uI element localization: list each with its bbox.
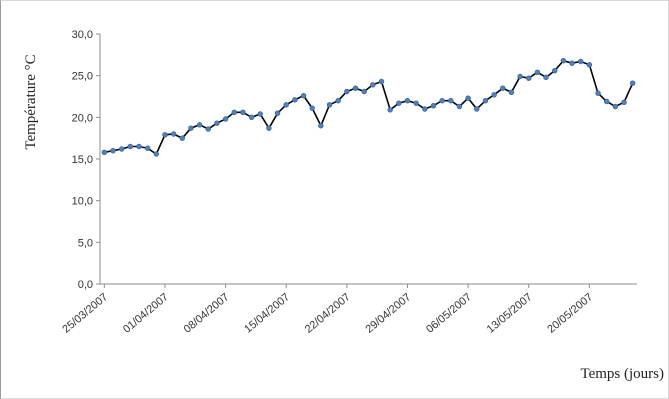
- data-point: [621, 99, 627, 106]
- data-point: [413, 100, 419, 106]
- y-tick-label: 20,0: [72, 112, 93, 124]
- data-point: [560, 57, 567, 64]
- data-point: [456, 103, 463, 110]
- x-tick-label: 29/04/2007: [364, 291, 414, 336]
- data-point: [179, 135, 185, 141]
- data-point: [569, 60, 575, 66]
- y-tick-label: 30,0: [72, 29, 93, 41]
- data-point: [465, 95, 471, 101]
- x-axis-label: Temps (jours): [580, 366, 664, 382]
- y-tick-label: 10,0: [72, 196, 93, 208]
- data-point: [387, 107, 393, 113]
- data-point: [335, 97, 341, 104]
- data-point: [240, 109, 246, 116]
- data-point: [508, 89, 515, 96]
- y-tick-label: 0,0: [78, 279, 93, 291]
- data-point: [214, 120, 220, 126]
- data-point: [612, 103, 619, 110]
- data-point: [552, 67, 558, 74]
- x-tick-label: 22/04/2007: [303, 291, 353, 336]
- data-point: [222, 116, 229, 122]
- data-point: [517, 73, 523, 80]
- data-point: [136, 143, 142, 150]
- data-point: [292, 97, 298, 103]
- data-point: [439, 97, 445, 104]
- data-point: [110, 147, 116, 154]
- data-point: [283, 102, 289, 108]
- data-point: [318, 122, 324, 129]
- data-point: [266, 125, 272, 131]
- data-point: [162, 132, 168, 138]
- x-tick-label: 20/05/2007: [545, 291, 595, 336]
- data-point: [300, 92, 307, 99]
- data-point: [378, 78, 385, 85]
- data-point: [586, 62, 593, 68]
- series-layer: [101, 57, 636, 157]
- data-point: [309, 105, 315, 111]
- data-point: [257, 111, 263, 117]
- x-tick-label: 08/04/2007: [182, 291, 232, 336]
- y-axis-label: Température °C: [23, 54, 39, 149]
- data-point: [144, 145, 151, 151]
- x-tick-label: 25/03/2007: [60, 291, 110, 336]
- data-point: [248, 114, 255, 121]
- x-tick-label: 13/05/2007: [485, 291, 535, 336]
- tick-labels: 0,0 5,0 10,0 15,0 20,0 25,0 30,0 25/03/2007 01/0…: [60, 29, 595, 336]
- data-point: [188, 125, 194, 131]
- data-point: [153, 151, 159, 157]
- x-tick-label: 06/05/2007: [424, 291, 474, 336]
- data-point: [578, 58, 584, 65]
- data-point: [534, 69, 541, 76]
- data-point: [231, 109, 237, 116]
- data-point: [474, 106, 480, 112]
- data-point: [543, 74, 549, 81]
- data-point: [118, 146, 125, 152]
- data-point: [274, 110, 281, 116]
- y-tick-label: 5,0: [78, 237, 93, 249]
- data-point: [404, 97, 411, 104]
- data-point: [595, 90, 601, 96]
- y-tick-label: 25,0: [72, 71, 93, 83]
- data-point: [491, 92, 497, 98]
- data-point: [526, 75, 532, 81]
- data-point: [344, 88, 350, 95]
- data-point: [422, 106, 428, 112]
- data-point: [326, 102, 333, 108]
- data-point: [352, 85, 359, 91]
- data-point: [370, 82, 376, 88]
- data-point: [629, 80, 636, 86]
- data-point: [482, 97, 489, 104]
- data-point: [430, 102, 437, 109]
- data-point: [196, 122, 203, 128]
- data-point: [101, 149, 108, 156]
- x-tick-label: 01/04/2007: [121, 291, 171, 336]
- data-point: [396, 100, 402, 106]
- data-point: [603, 98, 610, 105]
- data-point: [205, 126, 211, 132]
- data-point: [448, 97, 454, 104]
- data-point: [127, 143, 134, 150]
- data-point: [361, 88, 367, 95]
- data-point: [170, 131, 177, 137]
- data-point: [500, 85, 506, 91]
- y-tick-label: 15,0: [72, 154, 93, 166]
- x-tick-label: 15/04/2007: [242, 291, 292, 336]
